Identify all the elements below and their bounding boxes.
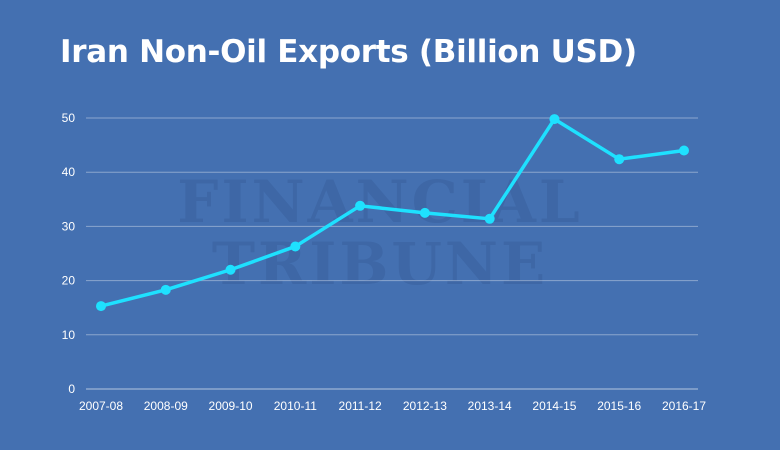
y-tick-label: 20	[62, 274, 76, 288]
x-tick-label: 2016-17	[662, 399, 706, 413]
data-point	[225, 264, 236, 275]
y-tick-label: 50	[62, 111, 76, 125]
x-tick-label: 2008-09	[144, 399, 188, 413]
watermark: FINANCIAL TRIBUNE	[177, 168, 582, 298]
data-point	[290, 241, 301, 252]
data-point	[484, 213, 495, 224]
series-line	[99, 117, 686, 308]
x-tick-label: 2014-15	[532, 399, 576, 413]
x-tick-label: 2013-14	[468, 399, 512, 413]
y-axis-ticks: 0 10 20 30 40 50	[62, 111, 76, 396]
gridlines	[86, 117, 698, 390]
y-tick-label: 0	[68, 382, 75, 396]
y-tick-label: 10	[62, 328, 76, 342]
data-point	[96, 301, 106, 312]
data-point	[679, 145, 689, 156]
data-point	[160, 284, 171, 295]
x-tick-label: 2010-11	[274, 399, 317, 413]
y-tick-label: 30	[62, 219, 76, 233]
x-tick-label: 2011-12	[339, 399, 382, 413]
y-tick-label: 40	[62, 165, 76, 179]
x-tick-label: 2009-10	[209, 399, 253, 413]
x-tick-label: 2007-08	[79, 399, 123, 413]
x-axis-ticks: 2007-08 2008-09 2009-10 2010-11 2011-12 2012-…	[79, 399, 706, 413]
data-point	[419, 207, 430, 218]
series-group	[96, 114, 689, 312]
watermark-line-1: FINANCIAL	[177, 168, 582, 236]
x-tick-label: 2012-13	[403, 399, 447, 413]
chart-title: Iran Non-Oil Exports (Billion USD)	[60, 34, 637, 70]
x-tick-label: 2015-16	[597, 399, 641, 413]
data-point	[549, 114, 560, 125]
data-point	[355, 200, 366, 211]
watermark-line-2: TRIBUNE	[212, 230, 548, 298]
data-point	[614, 154, 625, 165]
